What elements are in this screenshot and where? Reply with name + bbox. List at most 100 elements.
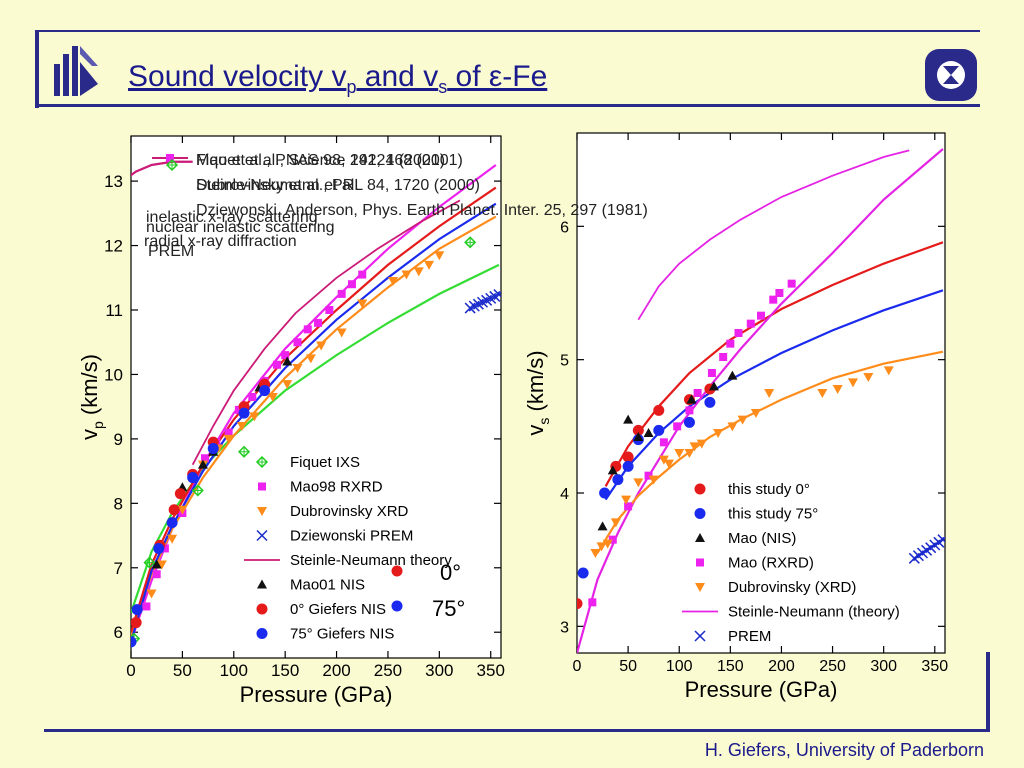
fit-curve-fiquet-ixs (131, 263, 500, 614)
data-point-this-study-75 (577, 567, 589, 579)
data-point-mao-nis (623, 414, 634, 424)
y-tick-label: 6 (114, 623, 123, 642)
institute-logo-icon (925, 49, 977, 101)
data-point-75-giefers-nis (207, 443, 219, 455)
y-tick-label: 12 (104, 237, 123, 256)
data-point-dubrovinsky-xrd (684, 449, 695, 458)
data-point-dubrovinsky-xrd (737, 415, 748, 425)
title-sub-p: p (346, 77, 357, 97)
plot-area (130, 135, 502, 659)
x-tick-label: 150 (271, 661, 299, 680)
legend-marker-dubrovinsky-xrd (695, 583, 705, 592)
data-point-this-study-75 (653, 424, 665, 436)
legend-marker-dziewonski-prem (256, 529, 268, 542)
legend-label-dubrovinsky-xrd: Dubrovinsky XRD (290, 503, 409, 520)
data-point-this-study-75 (612, 474, 624, 486)
y-axis-label-main: v (523, 425, 548, 436)
data-point-75-giefers-nis (187, 472, 199, 484)
data-point-dziewonski-prem (493, 289, 501, 301)
legend-marker-mao01-nis (257, 579, 267, 589)
y-axis-label-sub: s (536, 418, 552, 425)
legend-label-this-study-0: this study 0° (728, 481, 810, 498)
data-point-mao98-rxrd (281, 351, 290, 360)
data-point-0-giefers-nis (131, 617, 142, 629)
data-point-fiquet-ixs (464, 236, 477, 249)
data-point-mao98-rxrd (325, 306, 334, 314)
legend-marker-this-study-75 (694, 508, 706, 519)
title-part-3: of ε-Fe (447, 60, 548, 93)
data-point-this-study-0 (632, 424, 644, 436)
data-point-dubrovinsky-xrd (316, 341, 327, 351)
vs-chart-area: 0 50 100 150 200 250 300 350 3 4 5 6 Pressure (GPa) v… (523, 132, 948, 702)
data-point-mao98-rxrd (272, 360, 281, 369)
data-point-dubrovinsky-xrd (590, 549, 601, 558)
frame-top-line (35, 30, 980, 32)
data-point-mao-rxrd (624, 502, 633, 511)
legend-label-mao-rxrd: Mao (RXRD) (728, 555, 814, 572)
x-axis-label: Pressure (GPa) (240, 682, 393, 707)
y-tick-label: 4 (560, 486, 569, 503)
data-point-mao-rxrd (757, 311, 765, 320)
y-tick-label: 3 (560, 619, 569, 636)
x-tick-label: 200 (322, 661, 350, 680)
data-point-dubrovinsky-xrd (146, 589, 157, 599)
annotation-label-75deg: 75° (432, 596, 465, 621)
legend-marker-mao-rxrd (696, 558, 704, 567)
legend-marker-mao98-rxrd (258, 482, 266, 491)
frame-left-bar (35, 30, 39, 108)
data-point-mao98-rxrd (303, 325, 312, 334)
data-point-mao01-nis (282, 356, 293, 366)
data-point-mao01-nis (197, 459, 208, 469)
data-point-dubrovinsky-xrd (621, 495, 632, 505)
data-point-mao98-rxrd (234, 405, 243, 414)
title-sub-s: s (438, 77, 448, 97)
fit-curve-steinle-neumann-theory (131, 160, 193, 177)
reference-text-1: Mao et al., PNAS 98, 14221 (2001) (196, 152, 445, 169)
data-point-dubrovinsky-xrd (357, 299, 368, 309)
reference-text-4: Dziewonski, Anderson, Phys. Earth Planet… (196, 202, 648, 219)
data-point-mao-rxrd (693, 389, 702, 397)
x-tick-label: 300 (425, 661, 453, 680)
data-point-mao-nis (607, 465, 618, 475)
legend-label-mao98-rxrd: Mao98 RXRD (290, 479, 383, 496)
reference-marker-square (166, 154, 174, 162)
plot-content (577, 148, 945, 653)
data-point-mao98-rxrd (160, 544, 169, 553)
reference-text-7: radial x-ray diffraction (144, 233, 297, 250)
data-point-dubrovinsky-xrd (750, 409, 761, 418)
reference-marker-diamond (165, 158, 179, 172)
frame-bottom-line (44, 729, 990, 732)
data-point-mao01-nis (151, 559, 162, 569)
data-point-mao98-rxrd (358, 270, 367, 279)
reference-text-8: PREM (148, 243, 194, 260)
footer-credit: H. Giefers, University of Paderborn (704, 740, 984, 760)
data-point-75-giefers-nis (259, 385, 271, 397)
data-point-mao98-rxrd (201, 454, 209, 463)
data-point-dubrovinsky-xrd (336, 328, 347, 338)
x-tick-label: 350 (477, 661, 505, 680)
data-point-mao-nis (686, 394, 697, 404)
frame-title-underline-bar (35, 104, 980, 107)
x-tick-label: 100 (666, 658, 693, 675)
annotation-marker-0deg (391, 565, 403, 577)
legend-marker-prem-b (694, 630, 706, 642)
data-point-dubrovinsky-xrd (832, 385, 843, 394)
data-point-dubrovinsky-xrd (883, 366, 894, 376)
data-point-this-study-75 (683, 416, 695, 428)
data-point-dziewonski-prem-b (493, 291, 501, 301)
data-point-dubrovinsky-xrd (696, 439, 707, 449)
x-tick-label: 100 (220, 661, 248, 680)
x-tick-label: 150 (717, 658, 744, 675)
data-point-dubrovinsky-xrd (434, 251, 445, 261)
data-point-75-giefers-nis (153, 542, 165, 554)
data-point-dubrovinsky-xrd (863, 373, 874, 382)
y-axis-label: vp (km/s) (77, 354, 106, 440)
overlapping-reference-text: Fiquet et al., Science 291, 468 (2001)Ma… (144, 152, 648, 260)
reference-text-3: Steinle-Neumann et al. (196, 177, 359, 194)
data-point-mao98-rxrd (347, 280, 356, 289)
data-point-mao-rxrd (644, 471, 653, 480)
data-point-this-study-75 (704, 396, 716, 408)
data-point-mao-nis (643, 428, 654, 437)
data-point-mao-nis (633, 432, 644, 441)
y-axis-label-unit: (km/s) (523, 350, 548, 417)
